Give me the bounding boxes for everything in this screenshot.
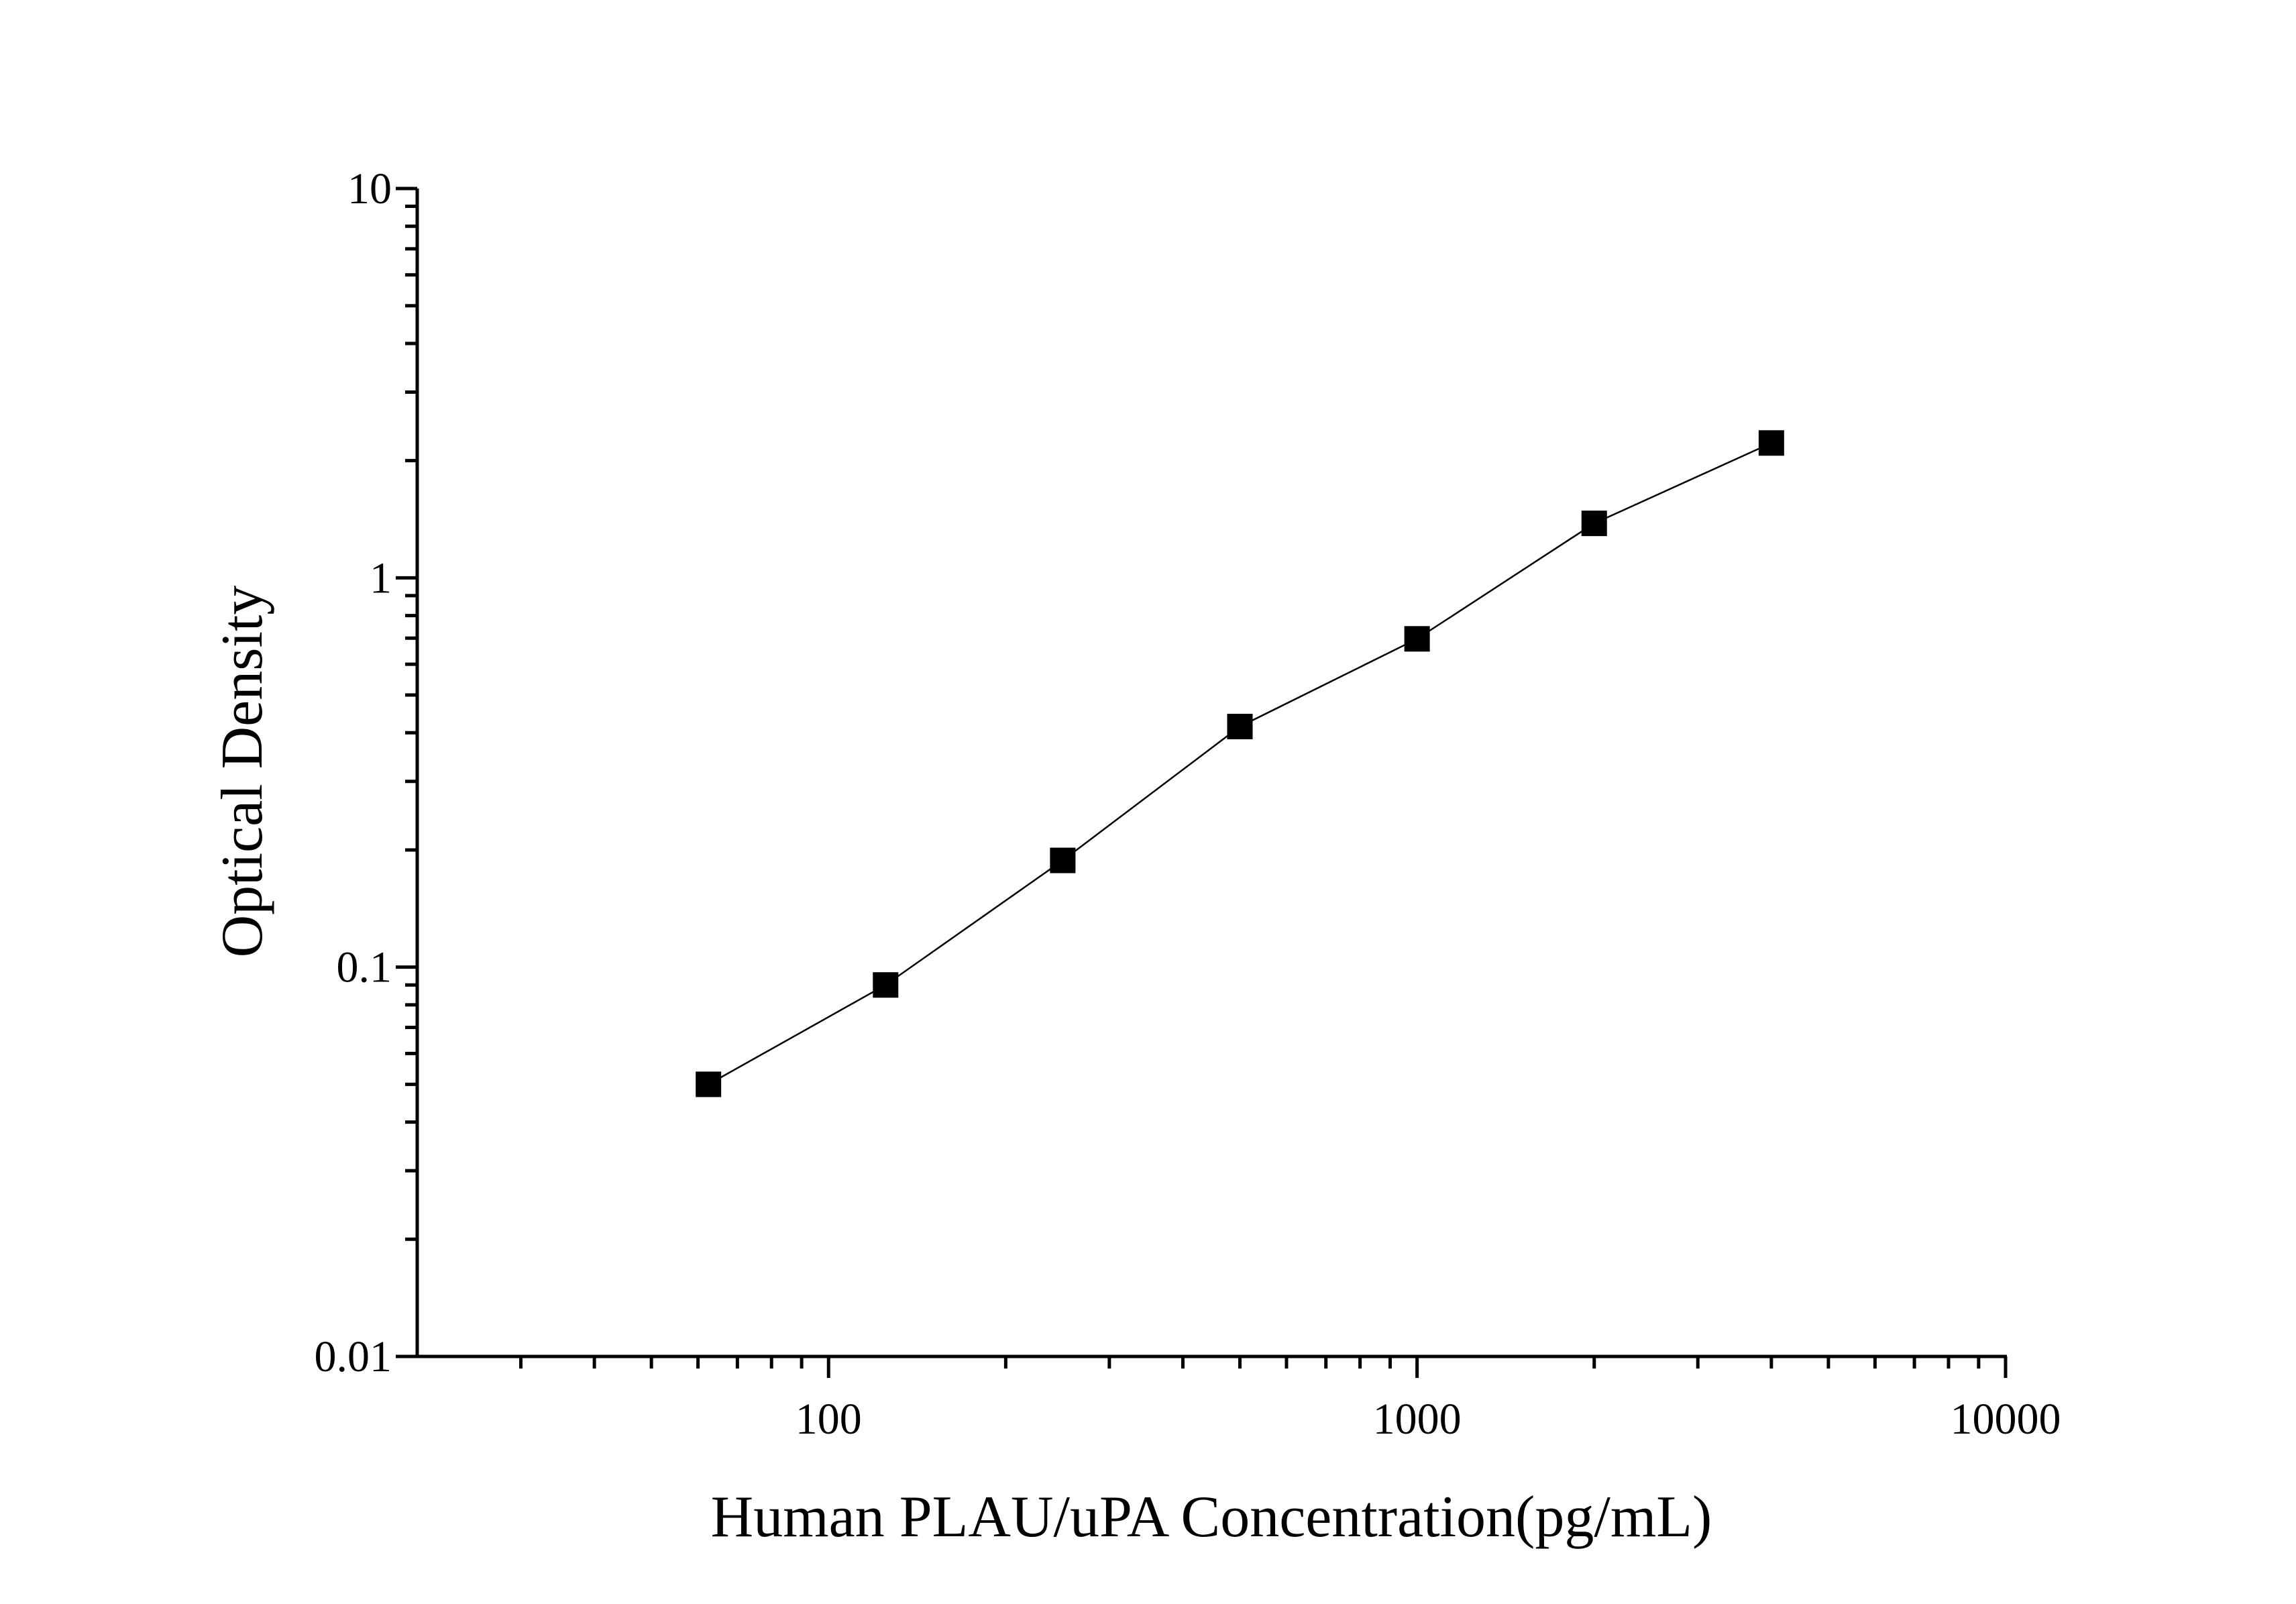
data-point	[696, 1071, 722, 1098]
y-tick-label: 1	[370, 553, 392, 602]
x-tick-label: 100	[796, 1395, 862, 1444]
data-point	[1227, 713, 1253, 739]
data-point	[1050, 847, 1076, 873]
data-point	[1758, 430, 1784, 456]
data-point	[1581, 511, 1607, 537]
y-tick-label: 0.1	[337, 943, 392, 992]
x-axis-title: Human PLAU/uPA Concentration(pg/mL)	[711, 1485, 1712, 1550]
y-tick-label: 10	[347, 164, 392, 213]
x-tick-label: 10000	[1951, 1395, 2061, 1444]
data-point	[873, 972, 899, 998]
data-point	[1404, 626, 1430, 652]
y-axis-title: Optical Density	[210, 586, 275, 958]
x-tick-label: 1000	[1373, 1395, 1462, 1444]
fit-line	[708, 442, 1772, 1085]
y-tick-label: 0.01	[315, 1332, 392, 1381]
